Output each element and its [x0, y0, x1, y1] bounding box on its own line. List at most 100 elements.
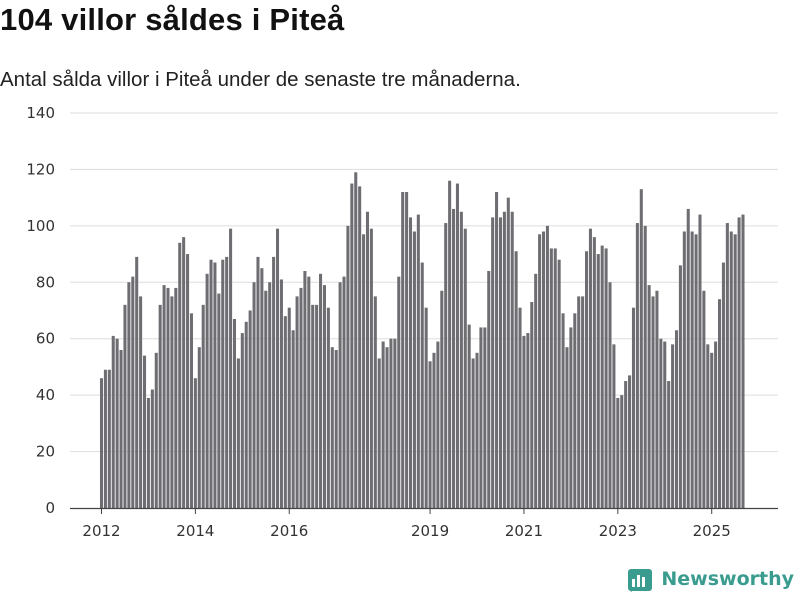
bar: [256, 256, 260, 508]
bar: [444, 223, 448, 509]
bar: [651, 296, 655, 508]
x-tick-label: 2021: [505, 522, 543, 540]
bar: [240, 333, 244, 508]
bar: [549, 248, 553, 508]
bar: [381, 341, 385, 508]
bar: [534, 273, 538, 508]
y-tick-label: 120: [26, 160, 55, 178]
bar: [631, 307, 635, 508]
bar: [483, 327, 487, 508]
bar: [553, 248, 557, 508]
bar: [647, 285, 651, 508]
data-label: 104: [733, 0, 762, 4]
bar: [342, 276, 346, 508]
bar: [538, 234, 542, 508]
bar: [315, 304, 319, 508]
bar: [635, 223, 639, 509]
bar: [502, 211, 506, 508]
bar: [217, 293, 221, 508]
bar: [311, 304, 315, 508]
bar: [350, 183, 354, 509]
bar: [221, 259, 225, 508]
bar: [123, 304, 127, 508]
bar: [279, 279, 283, 508]
bar: [197, 347, 201, 508]
chart-subtitle: Antal sålda villor i Piteå under de sena…: [0, 68, 521, 91]
bar: [299, 287, 303, 508]
bar: [326, 307, 330, 508]
bar: [455, 183, 459, 509]
bar: [682, 231, 686, 508]
bar: [643, 225, 647, 509]
bar: [283, 316, 287, 508]
bar: [252, 282, 256, 508]
bar: [174, 287, 178, 508]
bar: [624, 381, 628, 508]
bar: [319, 273, 323, 508]
bar: [530, 302, 534, 508]
bar: [107, 369, 111, 508]
bar: [385, 347, 389, 508]
bar: [561, 313, 565, 508]
bar: [487, 271, 491, 508]
bar: [272, 256, 276, 508]
bar: [248, 310, 252, 508]
bar: [322, 285, 326, 508]
x-tick-label: 2023: [599, 522, 637, 540]
bar: [514, 251, 518, 508]
brand-name: Newsworthy: [661, 568, 794, 590]
bar: [577, 296, 581, 508]
bar: [139, 296, 143, 508]
bar: [209, 259, 213, 508]
y-tick-label: 20: [36, 443, 55, 461]
bar: [639, 189, 643, 508]
bar: [354, 172, 358, 508]
bar: [620, 395, 624, 508]
bar: [737, 217, 741, 508]
newsworthy-logo-icon: [628, 569, 653, 592]
bar: [573, 313, 577, 508]
bar: [276, 228, 280, 508]
bar: [162, 285, 166, 508]
bar: [260, 268, 264, 508]
bar: [416, 214, 420, 508]
bar: [182, 237, 186, 508]
bar: [193, 378, 197, 508]
bar: [362, 234, 366, 508]
bar: [628, 375, 632, 508]
x-tick-label: 2019: [411, 522, 449, 540]
bar: [346, 225, 350, 509]
bar: [479, 327, 483, 508]
bar: [522, 335, 526, 508]
bar: [510, 211, 514, 508]
bar: [205, 273, 209, 508]
bar: [428, 361, 432, 508]
bar: [334, 350, 338, 508]
x-tick-label: 2016: [270, 522, 308, 540]
brand-logo: Newsworthy: [627, 566, 794, 592]
y-tick-label: 100: [26, 217, 55, 235]
bar: [498, 217, 503, 508]
bar: [143, 355, 147, 508]
bar: [424, 307, 428, 508]
bar: [307, 276, 311, 508]
bar: [588, 228, 592, 508]
bar: [694, 234, 698, 508]
bar: [600, 245, 604, 509]
bar: [452, 208, 456, 508]
bar: [189, 313, 193, 508]
chart-title: 104 villor såldes i Piteå: [0, 2, 345, 37]
bar: [729, 231, 733, 508]
bar: [170, 296, 174, 508]
bar: [119, 350, 123, 508]
y-tick-label: 0: [45, 499, 55, 517]
bar: [178, 242, 182, 509]
bar: [616, 397, 620, 508]
bar: [432, 352, 436, 508]
x-tick-label: 2025: [693, 522, 731, 540]
bar: [377, 358, 381, 508]
bar: [135, 256, 139, 508]
bar: [158, 304, 162, 508]
bar: [526, 333, 530, 508]
bar: [303, 271, 307, 508]
